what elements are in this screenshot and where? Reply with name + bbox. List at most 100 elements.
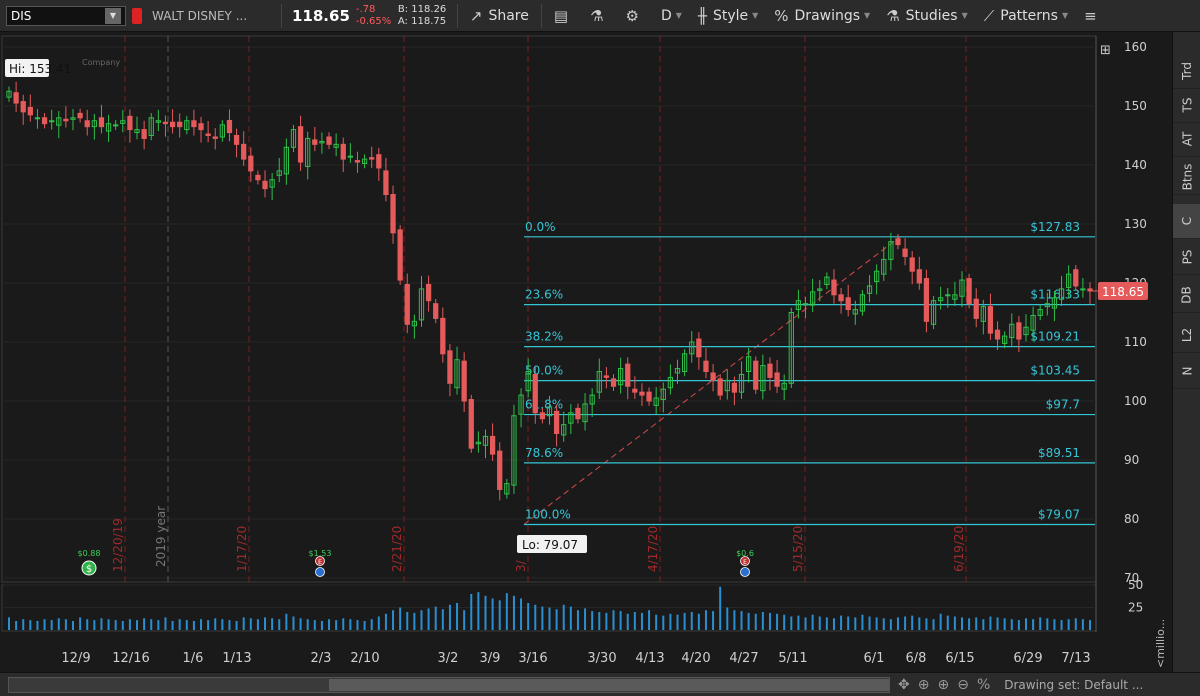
x-tick-label: 1/13	[222, 651, 251, 666]
candle-body	[276, 170, 282, 176]
candle-body	[504, 483, 510, 495]
candle	[397, 225, 403, 285]
tab-l2[interactable]: L2	[1173, 318, 1200, 353]
event-marker-label: 5/15/20	[791, 526, 805, 572]
volume-bar	[953, 616, 956, 630]
tab-n[interactable]: N	[1173, 354, 1200, 389]
candle-body	[497, 450, 503, 490]
drawing-set-label[interactable]: Drawing set: Default ...	[1004, 677, 1144, 692]
candle	[916, 256, 922, 290]
settings-button[interactable]: ⚙	[618, 0, 653, 32]
flag-icon[interactable]	[132, 7, 142, 24]
candle-body	[902, 248, 908, 257]
last-price-tag	[1098, 281, 1148, 300]
x-tick-label: 3/9	[480, 651, 501, 666]
menu-button[interactable]: ≡	[1076, 0, 1111, 32]
news-button[interactable]: ▤	[546, 0, 582, 32]
tab-ts[interactable]: TS	[1173, 88, 1200, 123]
candle	[447, 344, 453, 397]
candle	[1058, 275, 1065, 307]
volume-bar	[164, 617, 167, 630]
candle-body	[1023, 326, 1029, 336]
chevron-down-icon: ▼	[752, 11, 759, 20]
volume-bar	[320, 621, 323, 630]
candle	[632, 376, 638, 399]
candle	[938, 286, 944, 310]
symbol-input[interactable]	[7, 7, 103, 24]
candle-body	[305, 137, 311, 167]
candle	[184, 116, 190, 135]
price-chart[interactable]: 12/20/19 1/17/20 2/21/20 3/4/17/20 5/15/20 6/…	[0, 32, 1170, 672]
candle-body	[1037, 309, 1043, 316]
fib-price-label: $89.51	[1038, 446, 1080, 460]
volume-bar	[22, 619, 25, 630]
candle-body	[127, 115, 133, 131]
candle-body	[248, 155, 254, 172]
zoom-out-icon[interactable]: ⊖	[957, 676, 969, 693]
chart-scrollbar[interactable]	[8, 676, 890, 693]
hi-label-text: Hi: 153.41	[9, 62, 71, 76]
fib-price-label: $116.33	[1030, 288, 1080, 302]
volume-bar	[107, 619, 110, 630]
hi-label: Hi: 153.41	[5, 59, 71, 77]
candle	[745, 347, 752, 383]
candle-body	[255, 174, 261, 181]
style-button[interactable]: ╫ Style ▼	[690, 0, 766, 32]
volume-bar	[278, 619, 281, 630]
studies-button[interactable]: ⚗ Studies ▼	[878, 0, 976, 32]
chevron-down-icon[interactable]: ▼	[105, 7, 121, 24]
x-tick-label: 6/1	[864, 651, 885, 666]
tab-db[interactable]: DB	[1173, 278, 1200, 313]
tab-ps[interactable]: PS	[1173, 240, 1200, 275]
candle	[639, 383, 645, 407]
candle-body	[70, 117, 76, 120]
zoom-in-icon[interactable]: ⊕	[937, 676, 950, 693]
scrollbar-thumb[interactable]	[329, 678, 889, 691]
candle	[383, 157, 389, 202]
volume-bar	[72, 621, 75, 630]
volume-bar	[932, 619, 935, 630]
x-tick-label: 7/13	[1061, 651, 1090, 666]
candle	[817, 280, 823, 302]
volume-bar	[840, 615, 843, 630]
period-button[interactable]: D ▼	[653, 0, 690, 32]
tab-trd[interactable]: Trd	[1173, 54, 1200, 89]
volume-bar	[861, 614, 864, 630]
candle-body	[333, 143, 339, 148]
candle	[6, 86, 12, 102]
candle	[553, 404, 560, 447]
candle-body	[269, 179, 275, 188]
candle	[681, 349, 688, 377]
candle-body	[191, 120, 197, 128]
candle	[660, 382, 666, 413]
candle-body	[340, 143, 346, 160]
drawings-button[interactable]: % Drawings ▼	[766, 0, 878, 32]
percent-icon[interactable]: %	[976, 676, 991, 693]
tab-btns[interactable]: Btns	[1173, 160, 1200, 195]
fib-price-label: $109.21	[1030, 330, 1080, 344]
volume-bar	[968, 618, 971, 630]
symbol-selector[interactable]: ▼	[6, 5, 126, 26]
tab-c[interactable]: C	[1173, 204, 1200, 239]
crosshair-icon[interactable]: ⊕	[917, 676, 930, 693]
candle	[973, 288, 979, 328]
x-tick-label: 6/29	[1013, 651, 1042, 666]
candle-body	[411, 320, 418, 327]
pan-icon[interactable]: ✥	[898, 676, 910, 693]
volume-bar	[43, 619, 46, 630]
lab-button[interactable]: ⚗	[582, 0, 617, 32]
volume-bar	[377, 616, 380, 630]
volume-bar	[128, 619, 131, 630]
volume-bar	[989, 616, 992, 630]
candle-body	[233, 135, 240, 145]
candle	[241, 131, 247, 166]
candle	[774, 359, 780, 394]
candle	[731, 376, 738, 406]
candle-body	[354, 160, 361, 163]
chart-area[interactable]: 12/20/19 1/17/20 2/21/20 3/4/17/20 5/15/20 6/…	[0, 32, 1170, 672]
share-button[interactable]: ↗ Share	[462, 0, 537, 32]
patterns-label: Patterns	[1000, 7, 1058, 24]
tab-at[interactable]: AT	[1173, 122, 1200, 157]
volume-bar	[662, 615, 665, 630]
patterns-button[interactable]: ⟋ Patterns ▼	[976, 0, 1076, 32]
